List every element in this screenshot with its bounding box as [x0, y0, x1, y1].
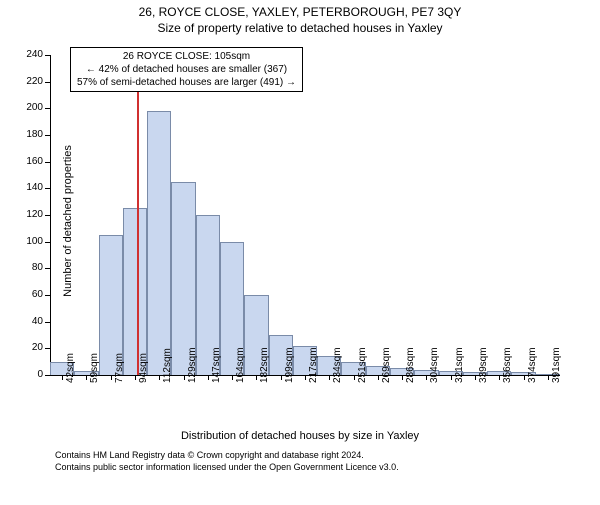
x-tick-label: 269sqm: [381, 347, 392, 383]
x-tick-label: 217sqm: [308, 347, 319, 383]
x-tick-label: 199sqm: [284, 347, 295, 383]
y-tick-label: 120: [18, 209, 43, 220]
y-tick-label: 0: [18, 369, 43, 380]
chart-title-sub: Size of property relative to detached ho…: [0, 21, 600, 35]
y-tick: [45, 82, 50, 83]
histogram-bar: [147, 111, 171, 375]
x-tick: [256, 375, 257, 380]
x-tick-label: 42sqm: [65, 353, 76, 383]
x-tick: [208, 375, 209, 380]
annotation-line1: 26 ROYCE CLOSE: 105sqm: [77, 50, 296, 63]
x-tick: [451, 375, 452, 380]
y-tick: [45, 215, 50, 216]
x-tick: [281, 375, 282, 380]
x-tick: [548, 375, 549, 380]
annotation-box: 26 ROYCE CLOSE: 105sqm ← 42% of detached…: [70, 47, 303, 92]
x-tick-label: 391sqm: [551, 347, 562, 383]
x-tick-label: 112sqm: [162, 348, 173, 383]
x-tick-label: 94sqm: [138, 353, 149, 383]
x-tick: [426, 375, 427, 380]
y-tick-label: 140: [18, 182, 43, 193]
histogram-bar: [171, 182, 195, 375]
x-tick: [378, 375, 379, 380]
x-tick-label: 234sqm: [332, 347, 343, 383]
attribution: Contains HM Land Registry data © Crown c…: [55, 450, 399, 473]
y-tick: [45, 268, 50, 269]
y-tick-label: 180: [18, 129, 43, 140]
annotation-line2: ← 42% of detached houses are smaller (36…: [77, 63, 296, 76]
x-tick-label: 321sqm: [454, 347, 465, 383]
y-tick-label: 240: [18, 49, 43, 60]
x-tick-label: 77sqm: [114, 353, 125, 383]
x-tick: [62, 375, 63, 380]
x-tick: [86, 375, 87, 380]
y-tick-label: 20: [18, 342, 43, 353]
x-tick-label: 339sqm: [478, 347, 489, 383]
x-tick: [159, 375, 160, 380]
y-tick: [45, 188, 50, 189]
x-tick: [184, 375, 185, 380]
chart-title-main: 26, ROYCE CLOSE, YAXLEY, PETERBOROUGH, P…: [0, 5, 600, 19]
property-marker-line: [137, 55, 139, 375]
y-tick: [45, 375, 50, 376]
y-tick-label: 100: [18, 236, 43, 247]
x-tick: [135, 375, 136, 380]
y-tick: [45, 322, 50, 323]
x-tick: [232, 375, 233, 380]
x-tick-label: 304sqm: [429, 347, 440, 383]
y-tick: [45, 135, 50, 136]
plot-area: 02040608010012014016018020022024042sqm59…: [50, 55, 560, 375]
x-tick-label: 182sqm: [259, 347, 270, 383]
y-tick: [45, 242, 50, 243]
y-tick-label: 160: [18, 156, 43, 167]
y-tick: [45, 295, 50, 296]
x-tick: [524, 375, 525, 380]
x-tick: [475, 375, 476, 380]
x-tick: [305, 375, 306, 380]
chart-container: 26, ROYCE CLOSE, YAXLEY, PETERBOROUGH, P…: [0, 5, 600, 505]
y-tick-label: 80: [18, 262, 43, 273]
y-axis-line: [50, 55, 51, 375]
y-tick: [45, 108, 50, 109]
y-tick: [45, 348, 50, 349]
x-tick-label: 286sqm: [405, 347, 416, 383]
y-tick-label: 200: [18, 102, 43, 113]
attribution-line2: Contains public sector information licen…: [55, 462, 399, 474]
x-tick-label: 129sqm: [187, 347, 198, 383]
x-tick: [354, 375, 355, 380]
x-tick-label: 147sqm: [211, 347, 222, 383]
x-tick: [111, 375, 112, 380]
x-tick-label: 251sqm: [357, 347, 368, 383]
x-tick: [329, 375, 330, 380]
y-tick-label: 220: [18, 76, 43, 87]
x-tick-label: 374sqm: [527, 347, 538, 383]
y-tick-label: 40: [18, 316, 43, 327]
x-axis-label: Distribution of detached houses by size …: [0, 430, 600, 442]
x-tick-label: 164sqm: [235, 347, 246, 383]
annotation-line3: 57% of semi-detached houses are larger (…: [77, 76, 296, 89]
x-tick: [499, 375, 500, 380]
x-tick-label: 356sqm: [502, 347, 513, 383]
x-tick: [402, 375, 403, 380]
x-tick-label: 59sqm: [89, 353, 100, 383]
y-tick: [45, 162, 50, 163]
histogram-bar: [123, 208, 147, 375]
y-tick: [45, 55, 50, 56]
y-axis-label: Number of detached properties: [62, 145, 74, 297]
attribution-line1: Contains HM Land Registry data © Crown c…: [55, 450, 399, 462]
y-tick-label: 60: [18, 289, 43, 300]
